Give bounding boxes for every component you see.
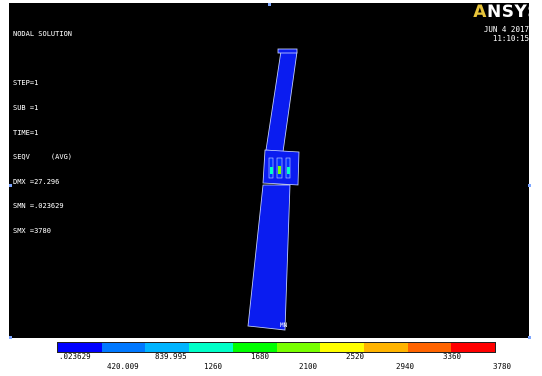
time-text: 11:10:15 (492, 34, 529, 43)
legend-label-bottom-1: 1260 (204, 362, 223, 371)
info-step: STEP=1 (13, 79, 39, 88)
min-marker-label: MN (280, 322, 288, 329)
legend-label-top-2: 1680 (251, 352, 270, 361)
info-dmx: DMX =27.296 (13, 177, 60, 186)
solution-title: NODAL SOLUTION (13, 30, 73, 39)
legend-color-9 (451, 343, 496, 352)
viewport-marker-top (268, 3, 271, 6)
ansys-logo: ANSYS (473, 2, 540, 22)
lower-body (247, 184, 291, 331)
hotspot-2 (278, 166, 281, 174)
legend-color-4 (232, 343, 277, 352)
legend-color-2 (145, 343, 190, 352)
viewport-marker-right (528, 184, 531, 187)
legend-label-top-0: .023629 (59, 352, 91, 361)
date-text: JUN 4 2017 (483, 25, 529, 34)
viewport-marker-br (528, 336, 531, 339)
info-smx: SMX =3780 (13, 226, 51, 235)
viewport-marker-left (9, 184, 12, 187)
info-sub: SUB =1 (13, 104, 39, 112)
legend-label-bottom-2: 2100 (299, 362, 318, 371)
legend-label-bottom-0: 420.009 (107, 362, 139, 371)
legend-color-0 (58, 343, 102, 352)
legend-label-top-1: 839.995 (155, 352, 187, 361)
info-seqv: SEQV (AVG) (13, 153, 73, 162)
viewport-marker-bl (9, 336, 12, 339)
legend-color-8 (407, 343, 452, 352)
legend-color-3 (189, 343, 233, 352)
hotspot-3 (287, 167, 290, 174)
datetime: JUN 4 2017 11:10:15 (484, 25, 529, 43)
info-time: TIME=1 (13, 128, 39, 137)
legend-color-7 (363, 343, 408, 352)
contour-legend-bar (57, 342, 496, 353)
legend-label-bottom-3: 2940 (396, 362, 415, 371)
logo-rest: NSYS (486, 2, 540, 22)
hotspot-1 (270, 167, 273, 174)
legend-label-top-4: 3360 (443, 352, 462, 361)
legend-color-6 (320, 343, 364, 352)
legend-label-top-3: 2520 (346, 352, 365, 361)
solution-info: NODAL SOLUTION STEP=1 SUB =1 TIME=1 SEQV… (13, 14, 72, 243)
legend-color-1 (101, 343, 146, 352)
shaft-cap (277, 48, 298, 54)
info-smn: SMN =.023629 (13, 202, 64, 211)
upper-shaft (265, 50, 298, 153)
legend-label-bottom-4: 3780 (493, 362, 512, 371)
legend-color-5 (276, 343, 321, 352)
